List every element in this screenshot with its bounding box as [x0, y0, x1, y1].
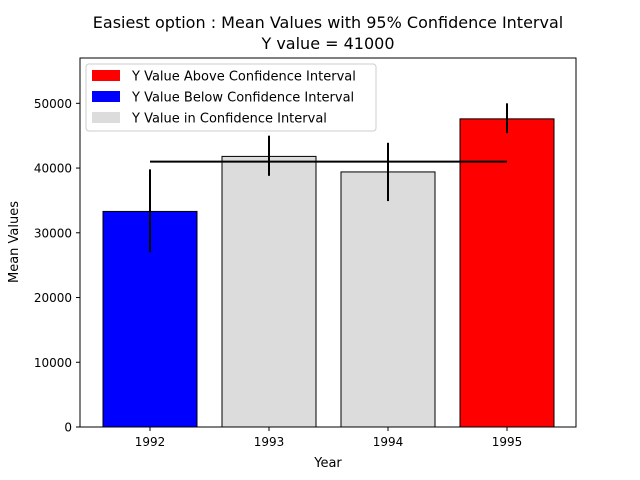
x-axis-label: Year — [313, 456, 342, 471]
legend-swatch — [92, 112, 120, 123]
y-axis-label: Mean Values — [7, 201, 22, 283]
y-tick-label: 30000 — [34, 226, 72, 240]
y-tick-label: 10000 — [34, 356, 72, 370]
legend-label: Y Value Below Confidence Interval — [131, 91, 354, 106]
bar-1995 — [459, 118, 555, 428]
plot-frame — [79, 57, 577, 428]
chart-title-line2: Y value = 41000 — [260, 34, 394, 53]
chart-title-line1: Easiest option : Mean Values with 95% Co… — [93, 13, 563, 32]
y-tick-label: 0 — [64, 421, 72, 435]
x-tick-label: 1994 — [373, 435, 404, 449]
legend-swatch — [92, 91, 120, 102]
bars-layer — [102, 118, 555, 428]
legend: Y Value Above Confidence Interval Y Value… — [85, 63, 377, 132]
legend-swatch — [92, 70, 120, 81]
bar-1994 — [340, 171, 436, 428]
x-tick-label: 1993 — [254, 435, 285, 449]
bar-1993 — [221, 155, 317, 428]
x-axis: 1992 1993 1994 1995 — [135, 427, 523, 449]
x-tick-label: 1992 — [135, 435, 166, 449]
y-tick-label: 20000 — [34, 291, 72, 305]
legend-label: Y Value in Confidence Interval — [131, 112, 327, 127]
legend-label: Y Value Above Confidence Interval — [131, 70, 356, 85]
x-tick-label: 1995 — [492, 435, 523, 449]
y-tick-label: 50000 — [34, 97, 72, 111]
y-tick-label: 40000 — [34, 162, 72, 176]
y-axis: 0 10000 20000 30000 40000 50000 — [34, 97, 80, 435]
error-bars-layer — [149, 103, 508, 253]
legend-box — [85, 63, 377, 132]
